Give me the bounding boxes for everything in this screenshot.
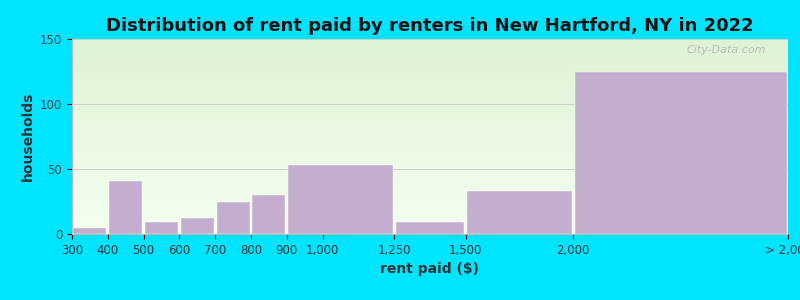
Bar <box>145 222 178 234</box>
Bar <box>74 227 106 234</box>
Bar <box>110 181 142 234</box>
Y-axis label: households: households <box>21 92 34 181</box>
Bar <box>253 195 286 234</box>
Bar <box>181 218 214 234</box>
Bar <box>467 191 572 234</box>
Bar <box>396 222 464 234</box>
Title: Distribution of rent paid by renters in New Hartford, NY in 2022: Distribution of rent paid by renters in … <box>106 17 754 35</box>
Text: City-Data.com: City-Data.com <box>687 45 766 55</box>
Bar <box>217 202 250 234</box>
Bar <box>288 165 393 234</box>
X-axis label: rent paid ($): rent paid ($) <box>381 262 479 276</box>
Bar <box>574 71 786 234</box>
